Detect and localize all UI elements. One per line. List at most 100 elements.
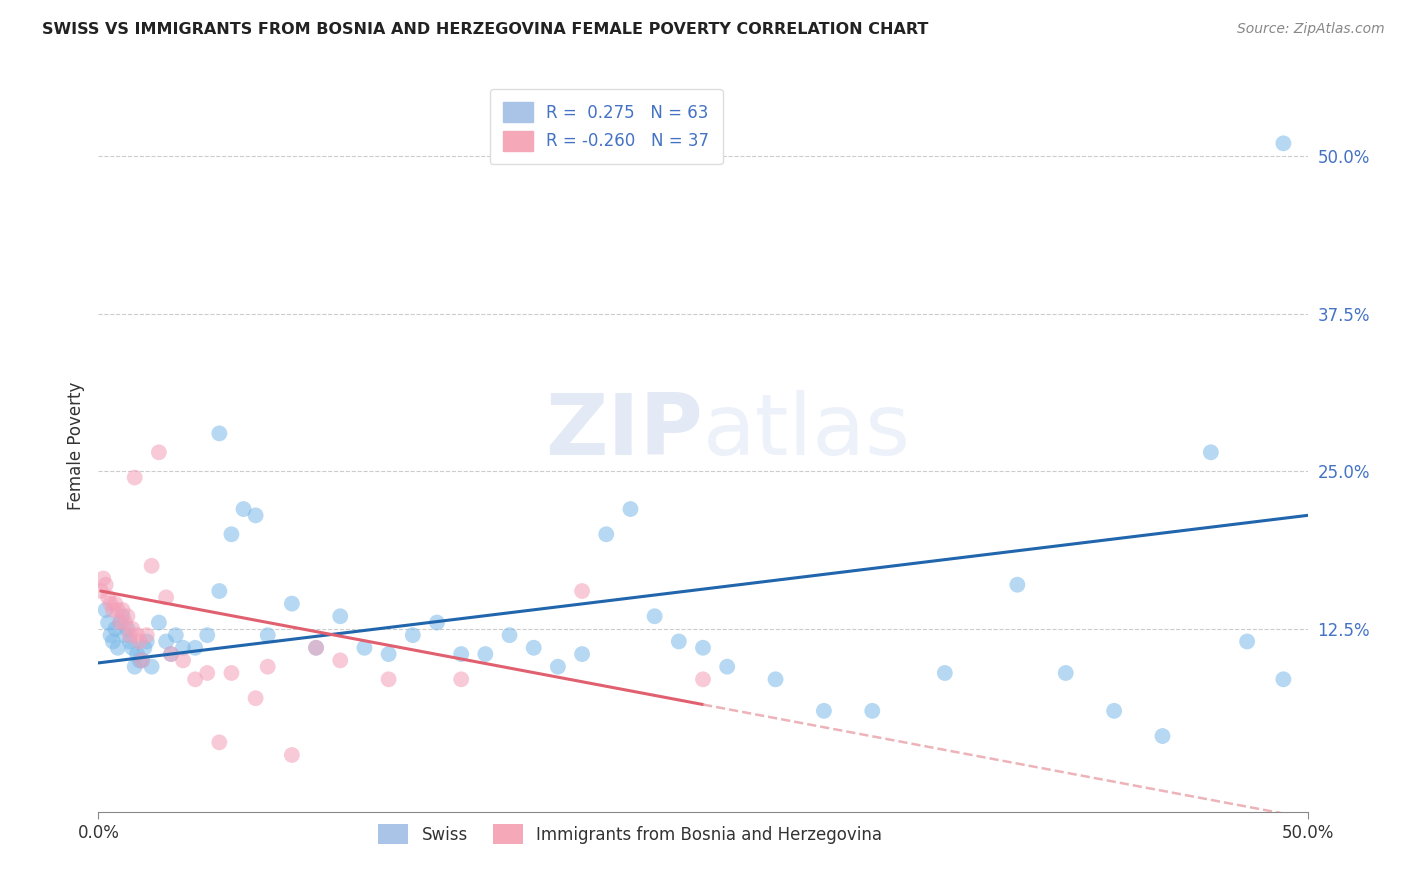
Point [118,628,141,642]
Point [1054,665,1077,680]
Point [94,578,117,592]
Point [91,571,114,585]
Point [165,628,187,642]
Point [329,653,352,667]
Point [114,628,136,642]
Point [172,653,194,667]
Point [108,615,131,630]
Point [111,603,134,617]
Point [128,634,150,648]
Point [195,628,218,642]
Point [619,502,641,516]
Point [111,609,134,624]
Point [716,659,738,673]
Point [571,584,593,599]
Point [498,628,520,642]
Point [245,691,267,706]
Point [329,609,352,624]
Point [141,659,163,673]
Text: SWISS VS IMMIGRANTS FROM BOSNIA AND HERZEGOVINA FEMALE POVERTY CORRELATION CHART: SWISS VS IMMIGRANTS FROM BOSNIA AND HERZ… [42,22,928,37]
Text: atlas: atlas [703,390,911,473]
Point [934,665,956,680]
Point [155,591,177,605]
Point [124,659,146,673]
Point [221,665,243,680]
Point [127,647,149,661]
Point [245,508,267,523]
Point [107,640,129,655]
Point [208,426,231,441]
Point [160,647,183,661]
Point [155,634,177,648]
Point [108,615,131,630]
Point [100,628,122,642]
Point [377,647,399,661]
Point [1272,673,1295,687]
Point [208,584,231,599]
Point [148,445,170,459]
Point [305,640,328,655]
Point [232,502,254,516]
Point [104,597,127,611]
Point [860,704,883,718]
Point [256,628,278,642]
Point [692,673,714,687]
Point [221,527,243,541]
Point [121,640,143,655]
Point [160,647,183,661]
Point [128,653,150,667]
Point [402,628,425,642]
Point [1199,445,1222,459]
Point [117,622,139,636]
Point [127,628,149,642]
Point [377,673,399,687]
Point [101,603,124,617]
Point [474,647,496,661]
Point [90,584,112,599]
Point [1152,729,1174,743]
Point [135,634,157,648]
Point [813,704,835,718]
Point [595,527,617,541]
Point [148,615,170,630]
Point [94,603,117,617]
Point [97,615,120,630]
Point [1102,704,1125,718]
Point [644,609,666,624]
Point [184,640,207,655]
Point [692,640,714,655]
Point [135,628,157,642]
Point [1007,578,1029,592]
Point [450,647,472,661]
Point [256,659,278,673]
Point [305,640,328,655]
Y-axis label: Female Poverty: Female Poverty [66,382,84,510]
Point [118,634,141,648]
Point [117,609,139,624]
Point [124,470,146,484]
Point [184,673,207,687]
Point [281,597,304,611]
Point [121,622,143,636]
Point [195,665,218,680]
Point [114,615,136,630]
Text: ZIP: ZIP [546,390,703,473]
Point [208,735,231,749]
Point [141,558,163,573]
Text: Source: ZipAtlas.com: Source: ZipAtlas.com [1237,22,1385,37]
Point [134,640,156,655]
Point [281,747,304,762]
Point [104,622,127,636]
Point [353,640,375,655]
Point [107,603,129,617]
Point [172,640,194,655]
Point [668,634,690,648]
Point [450,673,472,687]
Point [523,640,546,655]
Legend: Swiss, Immigrants from Bosnia and Herzegovina: Swiss, Immigrants from Bosnia and Herzeg… [371,817,889,851]
Point [131,653,153,667]
Point [1236,634,1258,648]
Point [426,615,449,630]
Point [101,634,124,648]
Point [765,673,787,687]
